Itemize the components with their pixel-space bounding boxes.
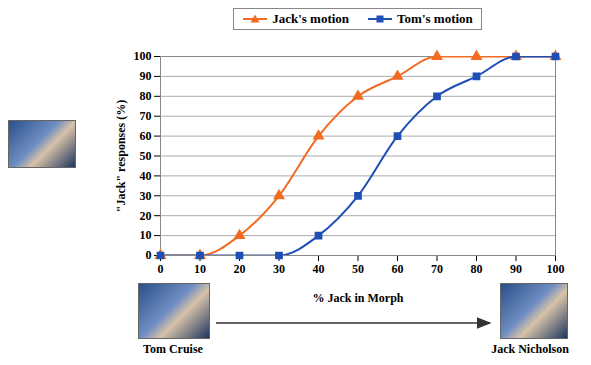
svg-text:50: 50 [140, 149, 152, 163]
svg-text:30: 30 [273, 262, 285, 276]
html-text:Jack Nicholson: Jack Nicholson [491, 342, 569, 356]
svg-text:20: 20 [140, 209, 152, 223]
svg-text:70: 70 [140, 109, 152, 123]
html-text:Jack's motion: Jack's motion [272, 11, 350, 26]
html-text:Tom's motion: Tom's motion [397, 11, 473, 26]
svg-text:30: 30 [140, 189, 152, 203]
svg-text:60: 60 [140, 129, 152, 143]
svg-text:60: 60 [392, 262, 404, 276]
svg-text:10: 10 [194, 262, 206, 276]
svg-text:0: 0 [146, 248, 152, 262]
svg-text:100: 100 [134, 49, 152, 63]
svg-text:"Jack" responses (%): "Jack" responses (%) [114, 100, 128, 212]
svg-text:40: 40 [313, 262, 325, 276]
svg-text:100: 100 [547, 262, 565, 276]
svg-text:70: 70 [431, 262, 443, 276]
svg-text:10: 10 [140, 228, 152, 242]
html-text:Tom Cruise: Tom Cruise [143, 342, 203, 356]
svg-text:90: 90 [140, 69, 152, 83]
svg-text:50: 50 [352, 262, 364, 276]
svg-text:90: 90 [510, 262, 522, 276]
svg-text:80: 80 [471, 262, 483, 276]
svg-text:20: 20 [234, 262, 246, 276]
svg-text:0: 0 [158, 262, 164, 276]
svg-text:80: 80 [140, 89, 152, 103]
svg-text:% Jack in Morph: % Jack in Morph [312, 291, 403, 305]
svg-text:40: 40 [140, 169, 152, 183]
